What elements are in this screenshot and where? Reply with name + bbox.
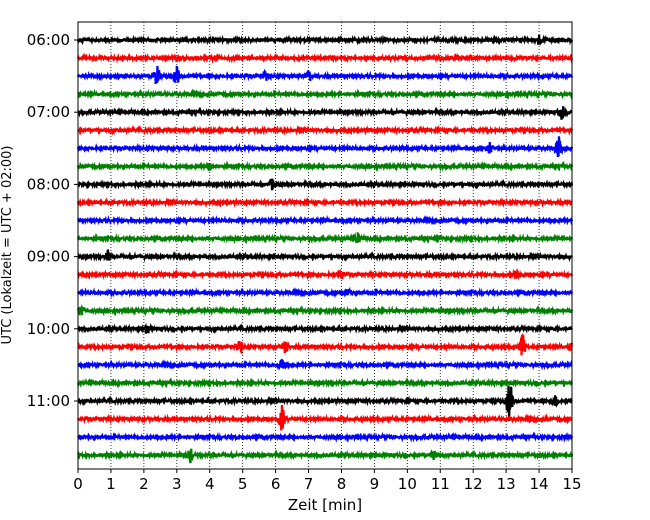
y-tick-label: 09:00 [27,248,70,266]
y-axis-title: UTC (Lokalzeit = UTC + 02:00) [0,146,15,345]
plot-frame [77,21,573,470]
trace-0615 [76,52,574,64]
trace-1145 [77,448,574,464]
x-tick-label: 8 [337,475,347,493]
y-tick-label: 06:00 [27,31,70,49]
trace-0930 [76,286,574,299]
trace-0730 [76,136,574,158]
x-tick-label: 6 [271,475,281,493]
x-tick-label: 10 [398,475,417,493]
x-tick-label: 5 [238,475,248,493]
x-tick-label: 14 [530,475,549,493]
x-tick-label: 0 [73,475,83,493]
y-axis-ticks: 06:00 07:00 08:00 09:00 10:00 11:00 [27,31,78,410]
trace-1115 [76,404,573,431]
trace-0600 [76,34,574,46]
x-tick-label: 2 [139,475,149,493]
y-tick-label: 08:00 [27,175,70,193]
x-axis-title: Zeit [min] [288,496,362,514]
y-tick-label: 07:00 [27,103,70,121]
y-tick-label: 10:00 [27,320,70,338]
x-tick-label: 9 [370,475,380,493]
x-tick-label: 12 [464,475,483,493]
x-axis-ticks: 0 1 2 3 4 5 6 7 8 9 10 11 12 13 14 15 [73,469,582,493]
trace-1030 [77,358,573,371]
trace-series [76,34,574,464]
trace-1000 [77,322,573,335]
trace-0630 [76,65,574,85]
x-tick-label: 13 [497,475,516,493]
x-tick-label: 4 [205,475,215,493]
x-tick-label: 11 [431,475,450,493]
trace-1100 [77,385,573,422]
trace-0700 [77,106,573,120]
trace-0830 [76,214,574,227]
x-tick-label: 1 [106,475,116,493]
trace-0715 [77,124,574,137]
vertical-gridlines [110,22,540,469]
x-tick-label: 15 [562,475,581,493]
trace-1130 [77,431,574,443]
trace-1045 [77,377,574,389]
trace-0900 [77,249,574,263]
trace-0745 [76,160,574,173]
trace-0800 [77,178,574,191]
y-tick-label: 11:00 [27,392,70,410]
trace-0915 [77,268,574,281]
trace-0815 [76,196,573,209]
trace-0945 [76,303,574,317]
trace-0645 [77,88,573,100]
x-tick-label: 3 [172,475,182,493]
trace-1015 [77,332,574,356]
trace-0845 [76,231,574,245]
x-tick-label: 7 [304,475,314,493]
